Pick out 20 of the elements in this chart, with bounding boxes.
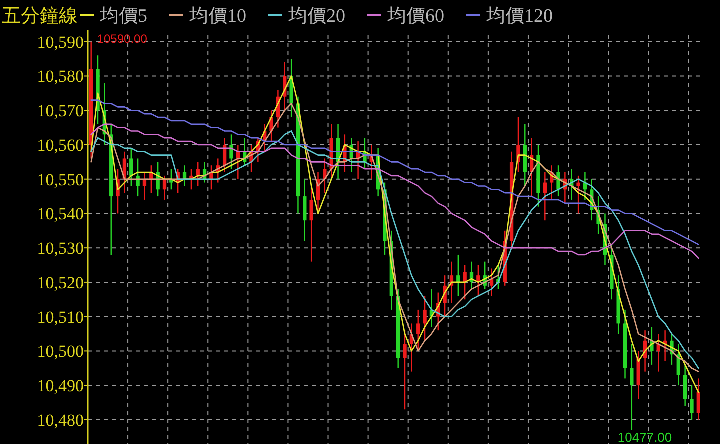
- y-tick-label: 10,550: [37, 170, 84, 190]
- annotation: 10590.00: [97, 32, 148, 46]
- legend-label: 均價60: [386, 6, 444, 27]
- y-tick-label: 10,500: [37, 342, 84, 362]
- y-tick-label: 10,590: [37, 32, 84, 52]
- y-tick-label: 10,520: [37, 273, 84, 292]
- legend-label: 均價120: [486, 6, 553, 27]
- y-tick-label: 10,490: [37, 376, 84, 396]
- legend-label: 均價10: [188, 6, 246, 27]
- y-tick-label: 10,580: [37, 67, 84, 86]
- legend-label: 均價20: [288, 6, 346, 27]
- y-tick-label: 10,570: [37, 102, 84, 121]
- y-tick-label: 10,560: [37, 136, 84, 155]
- annotation: 10477.00: [618, 430, 672, 444]
- y-tick-label: 10,530: [37, 239, 84, 258]
- y-tick-label: 10,540: [37, 204, 84, 224]
- y-tick-label: 10,480: [37, 410, 84, 430]
- y-tick-label: 10,510: [37, 308, 84, 327]
- legend-label: 均價5: [99, 6, 148, 27]
- chart-title: 五分鐘線: [2, 6, 78, 27]
